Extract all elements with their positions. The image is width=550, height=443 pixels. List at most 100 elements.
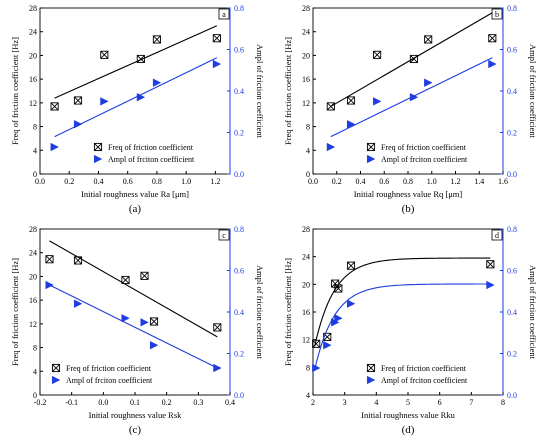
- data-point-ampl: [424, 78, 433, 87]
- chart-panel-a: 0.0 0.2 0.4 0.6 0.8 1.0 1.2 0 4 8 12 16 20 24 28 0.0 0.2…: [10, 4, 265, 215]
- y2-tick-label: 0.8: [234, 4, 244, 13]
- y2-tick-label: 0.4: [507, 87, 517, 96]
- data-point-ampl: [323, 340, 332, 350]
- x-tick-label: 1.2: [210, 177, 220, 186]
- data-point-ampl: [45, 280, 54, 290]
- x-tick-label: 0.4: [356, 177, 366, 186]
- legend-marker-ampl: [51, 375, 61, 385]
- panel-caption: (a): [129, 203, 142, 215]
- panel-caption: (b): [402, 203, 415, 215]
- x-tick-label: 0.0: [35, 177, 45, 186]
- y-axis-label: Freq of friction coefficient [Hz]: [10, 258, 20, 366]
- data-point-ampl: [100, 97, 109, 106]
- y-axis-label: Freq of friction coefficient [Hz]: [10, 37, 20, 145]
- panel-tag: d: [491, 229, 503, 241]
- x-tick-label: 8: [501, 398, 505, 407]
- data-point-freq: [152, 35, 161, 44]
- panel-tag-label: d: [495, 231, 499, 240]
- y-tick-label: 24: [29, 28, 37, 37]
- panel-tag: c: [218, 229, 230, 241]
- x-tick-label: 2: [311, 398, 315, 407]
- panel-tag: a: [218, 8, 230, 20]
- fit-line-freq: [330, 12, 493, 107]
- x-tick-label: 0.6: [123, 177, 133, 186]
- fit-line-freq: [54, 25, 218, 99]
- data-point-freq: [100, 50, 109, 59]
- y-tick-label: 8: [33, 344, 37, 353]
- x-tick-label: 1.0: [181, 177, 191, 186]
- y-tick-label: 12: [302, 336, 310, 345]
- data-point-ampl: [346, 119, 356, 129]
- data-point-freq: [140, 271, 149, 280]
- y2-axis-label: Ampl of friction coefficient: [255, 44, 265, 139]
- x-tick-label: 0.8: [403, 177, 413, 186]
- y-tick-label: 20: [29, 51, 37, 60]
- x-tick-label: 3: [343, 398, 347, 407]
- y-tick-label: 8: [306, 363, 310, 372]
- x-tick-label: -0.2: [34, 398, 47, 407]
- data-point-ampl: [50, 142, 59, 152]
- fit-line-freq: [49, 240, 218, 338]
- x-tick-label: 0.4: [93, 177, 103, 186]
- x-tick-label: 1.6: [498, 177, 508, 186]
- panel-tag: b: [491, 8, 503, 20]
- legend-marker-ampl: [93, 154, 103, 164]
- legend-marker-freq: [93, 142, 103, 152]
- legend-marker-ampl: [366, 375, 376, 385]
- x-tick-label: 1.0: [427, 177, 437, 186]
- panel-tag-label: c: [222, 231, 226, 240]
- y-tick-label: 16: [29, 75, 37, 84]
- data-point-freq: [346, 96, 356, 105]
- y-tick-label: 24: [29, 249, 37, 258]
- x-tick-label: 6: [438, 398, 442, 407]
- legend-label-ampl: Ampl of frciton coefficient: [108, 155, 195, 164]
- y-tick-label: 0: [33, 170, 37, 179]
- y2-tick-label: 0.6: [234, 46, 244, 55]
- x-tick-label: 0.8: [152, 177, 162, 186]
- y2-axis-label: Ampl of friction coefficient: [528, 265, 538, 360]
- panel-tag-label: a: [222, 10, 226, 19]
- legend-label-ampl: Ampl of frciton coefficient: [66, 376, 153, 385]
- y2-tick-label: 0.6: [507, 46, 517, 55]
- y2-tick-label: 0.4: [234, 87, 244, 96]
- x-tick-label: 0.0: [308, 177, 318, 186]
- legend-label-freq: Freq of friction coefficient: [108, 143, 194, 152]
- y-tick-label: 12: [29, 99, 37, 108]
- y2-axis-label: Ampl of friction coefficient: [528, 44, 538, 139]
- y-tick-label: 28: [29, 225, 37, 234]
- data-point-freq: [136, 54, 145, 64]
- legend: Freq of friction coefficient Ampl of frci…: [51, 363, 153, 385]
- x-tick-label: 0.2: [332, 177, 342, 186]
- y2-tick-label: 0.8: [507, 4, 517, 13]
- x-axis-label: Initial roughness value Rq [μm]: [354, 189, 463, 199]
- data-point-ampl: [213, 363, 222, 373]
- data-point-freq: [424, 35, 433, 44]
- data-point-freq: [334, 284, 343, 293]
- data-point-freq: [212, 34, 221, 43]
- data-point-freq: [486, 260, 495, 269]
- y2-tick-label: 0.0: [234, 170, 244, 179]
- y-axis-label: Freq of friction coefficient [Hz]: [283, 258, 293, 366]
- legend-label-freq: Freq of friction coefficient: [381, 143, 467, 152]
- data-point-freq: [50, 102, 59, 111]
- y-tick-label: 8: [306, 123, 310, 132]
- data-point-ampl: [136, 93, 146, 102]
- data-point-ampl: [149, 340, 159, 350]
- y-tick-label: 4: [306, 146, 310, 155]
- y2-tick-label: 0.4: [507, 308, 517, 317]
- y-tick-label: 4: [306, 391, 310, 400]
- y-tick-label: 4: [33, 367, 37, 376]
- legend: Freq of friction coefficient Ampl of frci…: [93, 142, 195, 164]
- y-axis-label: Freq of friction coefficient [Hz]: [283, 37, 293, 145]
- legend-marker-freq: [366, 363, 376, 373]
- x-tick-label: 0.0: [98, 398, 108, 407]
- x-tick-label: 5: [406, 398, 410, 407]
- legend: Freq of friction coefficient Ampl of frci…: [366, 363, 468, 385]
- y-tick-label: 8: [33, 123, 37, 132]
- legend: Freq of friction coefficient Ampl of frci…: [366, 142, 468, 164]
- y-tick-label: 20: [29, 272, 37, 281]
- y-tick-label: 0: [306, 170, 310, 179]
- y2-axis-label: Ampl of friction coefficient: [255, 265, 265, 360]
- legend-label-ampl: Ampl of frciton coefficient: [381, 376, 468, 385]
- data-point-freq: [326, 102, 335, 111]
